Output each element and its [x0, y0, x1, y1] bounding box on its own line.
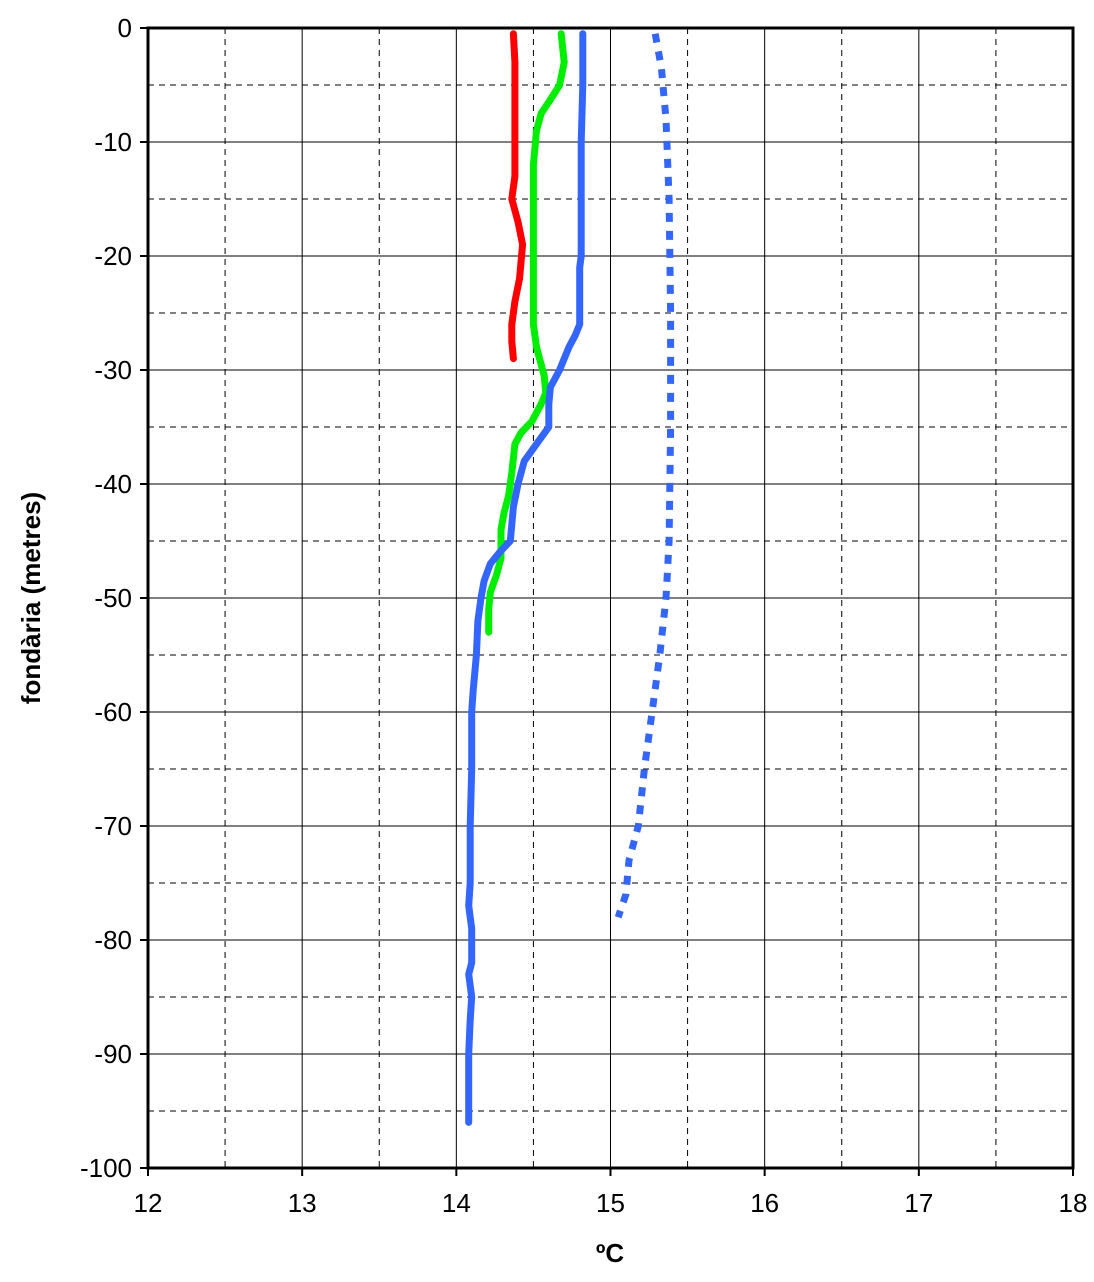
x-tick-label: 14: [442, 1188, 471, 1218]
y-tick-label: -90: [94, 1039, 132, 1069]
y-tick-label: -10: [94, 127, 132, 157]
y-tick-label: -100: [80, 1153, 132, 1183]
x-tick-label: 18: [1059, 1188, 1088, 1218]
y-tick-label: -40: [94, 469, 132, 499]
y-tick-label: -70: [94, 811, 132, 841]
x-tick-label: 17: [904, 1188, 933, 1218]
series-line-4: [614, 33, 675, 919]
grid-layer: [148, 28, 1073, 1168]
y-tick-label: -60: [94, 697, 132, 727]
x-tick-label: 12: [134, 1188, 163, 1218]
y-tick-label: -20: [94, 241, 132, 271]
labels-layer: 12 13 14 15 16 17 18 0 -10 -20 -30 -40 -50 -60 -70 -80 -…: [80, 13, 1088, 1218]
x-tick-label: 13: [288, 1188, 317, 1218]
x-tick-label: 16: [750, 1188, 779, 1218]
y-axis-title: fondària (metres): [16, 492, 46, 704]
y-tick-label: -30: [94, 355, 132, 385]
series-line-3: [465, 30, 587, 1126]
y-tick-label: -80: [94, 925, 132, 955]
x-axis-title: ºC: [596, 1238, 624, 1268]
ticks-layer: [140, 27, 1074, 1176]
x-tick-label: 15: [596, 1188, 625, 1218]
series-layer: [465, 30, 675, 1126]
y-tick-label: 0: [118, 13, 132, 43]
y-tick-label: -50: [94, 583, 132, 613]
series-line-1: [508, 30, 527, 363]
